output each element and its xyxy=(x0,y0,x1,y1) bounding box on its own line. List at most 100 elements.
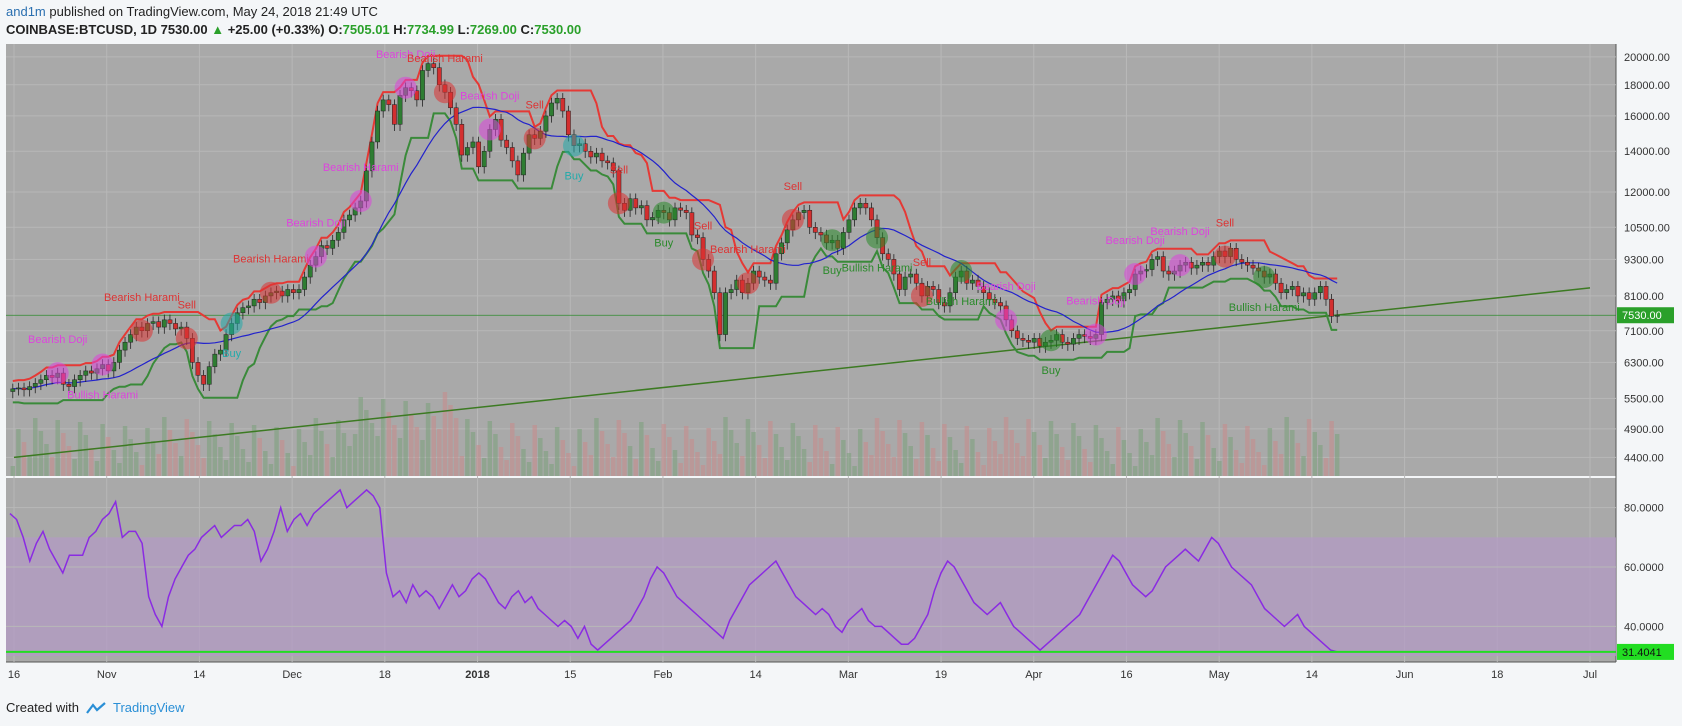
x-tick-label: 18 xyxy=(379,669,391,681)
candle-body xyxy=(38,379,44,384)
resistance-stop-line xyxy=(12,54,1338,382)
volume-bar xyxy=(1054,434,1059,476)
x-tick-label: Jun xyxy=(1396,669,1414,681)
candle-body xyxy=(1071,338,1076,345)
tradingview-brand-link[interactable]: TradingView xyxy=(112,700,185,715)
volume-bar xyxy=(970,439,975,476)
volume-bar xyxy=(1121,440,1127,476)
volume-bar xyxy=(100,424,105,476)
volume-bar xyxy=(94,461,100,476)
x-tick-label: Mar xyxy=(839,669,858,681)
pattern-annotation: Bearish Doji xyxy=(286,218,346,268)
candle-body xyxy=(1301,292,1306,297)
volume-bar xyxy=(296,429,302,476)
price-tick-label: 4900.00 xyxy=(1624,424,1664,436)
volume-bar xyxy=(964,426,970,476)
candle-body xyxy=(161,319,167,328)
candle-body xyxy=(420,70,425,101)
volume-bar xyxy=(538,438,543,476)
candle-body xyxy=(515,160,521,176)
pattern-label: Bearish Harami xyxy=(323,162,399,174)
volume-bar xyxy=(1228,437,1233,476)
volume-bar xyxy=(1065,460,1071,476)
candle-body xyxy=(633,198,639,209)
pattern-label: Bearish Doji xyxy=(376,49,435,61)
candle-body xyxy=(723,292,728,335)
pattern-label: Bearish Harami xyxy=(407,53,483,65)
volume-bar xyxy=(324,444,330,476)
volume-bar xyxy=(341,433,347,476)
volume-bar xyxy=(1222,424,1228,476)
pattern-annotation: Bullish Harami xyxy=(67,353,138,401)
volume-bar xyxy=(886,444,891,476)
pattern-annotation: Bullish Harami xyxy=(1229,266,1300,314)
candle-body xyxy=(257,298,263,303)
volume-bar xyxy=(89,448,94,476)
volume-bar xyxy=(1104,451,1110,476)
pattern-label: Bearish Harami xyxy=(233,254,309,266)
pattern-marker xyxy=(478,118,501,141)
candle-body xyxy=(1245,262,1250,266)
pattern-label: Buy xyxy=(1042,365,1061,377)
chart-area[interactable]: 20000.00 18000.00 16000.00 14000.00 12000.00… xyxy=(0,42,1682,690)
candle-body xyxy=(1155,256,1160,260)
pattern-annotation: Bearish Harami xyxy=(710,244,786,295)
volume-bar xyxy=(1306,419,1312,476)
pattern-label: Sell xyxy=(913,257,931,269)
candle-body xyxy=(1323,286,1329,300)
pattern-annotation: Buy xyxy=(562,134,585,182)
volume-bar xyxy=(442,392,448,476)
candle-body xyxy=(863,202,869,209)
candle-body xyxy=(431,63,437,68)
candle-body xyxy=(251,298,257,307)
candle-body xyxy=(818,232,824,236)
candle-body xyxy=(128,334,134,343)
volume-bar xyxy=(611,457,616,476)
volume-bar xyxy=(44,444,49,476)
pattern-label: Buy xyxy=(222,348,241,360)
pattern-label: Bearish Doji xyxy=(976,281,1035,293)
candle-body xyxy=(549,102,554,117)
candle-body xyxy=(83,370,89,376)
volume-bar xyxy=(1261,465,1267,476)
pattern-label: Bearish Doji xyxy=(286,218,345,230)
pattern-label: Bullish Harami xyxy=(842,262,913,274)
volume-bar xyxy=(1037,445,1043,476)
volume-bar xyxy=(981,465,986,476)
symbol-label: COINBASE:BTCUSD, 1D xyxy=(6,22,157,37)
volume-bar xyxy=(38,431,44,476)
volume-bar xyxy=(336,420,341,476)
rsi-last-tag-text: 31.4041 xyxy=(1622,647,1662,659)
volume-bar xyxy=(925,435,930,476)
candle-body xyxy=(291,289,296,293)
chart-svg[interactable]: 20000.00 18000.00 16000.00 14000.00 12000.00… xyxy=(0,42,1682,690)
volume-bar xyxy=(1015,443,1020,476)
candle-body xyxy=(425,63,431,71)
volume-bar xyxy=(347,446,352,476)
pattern-label: Bullish Harami xyxy=(926,296,997,308)
candle-body xyxy=(476,141,481,168)
tradingview-logo-icon xyxy=(86,701,106,714)
rsi-band xyxy=(6,537,1616,657)
volume-bar xyxy=(1318,445,1323,476)
author-link[interactable]: and1m xyxy=(6,4,46,19)
candle-body xyxy=(16,387,21,390)
volume-bar xyxy=(1312,432,1317,476)
volume-bar xyxy=(27,455,32,476)
candle-body xyxy=(784,229,790,244)
candle-body xyxy=(347,214,352,221)
volume-bar xyxy=(1088,462,1093,476)
volume-bar xyxy=(1273,441,1278,476)
volume-bar xyxy=(122,426,128,476)
volume-bar xyxy=(835,427,840,476)
published-text: published on TradingView.com, May 24, 20… xyxy=(49,4,378,19)
volume-bar xyxy=(942,424,947,476)
candle-body xyxy=(762,276,768,281)
volume-bar xyxy=(448,405,453,476)
x-tick-label: 18 xyxy=(1491,669,1503,681)
volume-bar xyxy=(268,464,274,476)
candle-body xyxy=(481,150,487,168)
candle-body xyxy=(857,202,863,209)
volume-bar xyxy=(577,429,582,476)
volume-bar xyxy=(560,440,566,476)
